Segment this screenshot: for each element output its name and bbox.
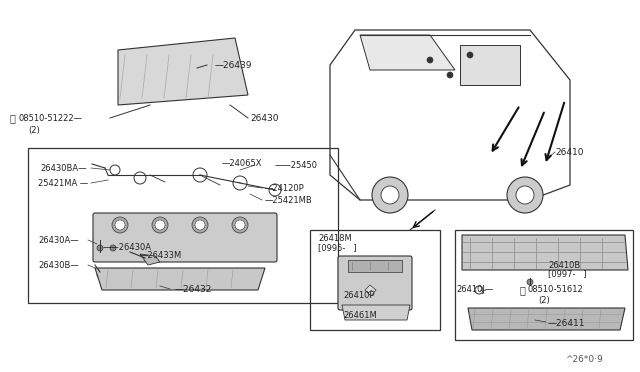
Polygon shape [360, 35, 455, 70]
Text: —26439: —26439 [215, 61, 253, 70]
Circle shape [110, 245, 116, 251]
Circle shape [97, 245, 103, 251]
Polygon shape [468, 308, 625, 330]
Circle shape [507, 177, 543, 213]
Text: ^26*0·9: ^26*0·9 [565, 356, 603, 365]
Polygon shape [462, 235, 628, 270]
Circle shape [235, 220, 245, 230]
Circle shape [232, 217, 248, 233]
Text: 08510-51222—: 08510-51222— [18, 113, 82, 122]
Text: 26430A—: 26430A— [38, 235, 79, 244]
Circle shape [97, 272, 103, 278]
Text: [0997-   ]: [0997- ] [548, 269, 587, 279]
Text: 26430BA—: 26430BA— [40, 164, 86, 173]
Polygon shape [95, 268, 265, 290]
Bar [460, 45, 520, 85]
Bar [455, 230, 633, 340]
Circle shape [115, 220, 125, 230]
Text: —26411: —26411 [548, 318, 586, 327]
Bar [348, 260, 402, 272]
Circle shape [112, 217, 128, 233]
Circle shape [152, 217, 168, 233]
Circle shape [467, 52, 473, 58]
Polygon shape [140, 254, 160, 265]
Circle shape [527, 279, 533, 285]
Circle shape [381, 186, 399, 204]
Text: 26461M: 26461M [343, 311, 377, 321]
Text: —26432: —26432 [175, 285, 212, 295]
Text: [0995-   ]: [0995- ] [318, 244, 356, 253]
Text: ——25450: ——25450 [275, 160, 318, 170]
Text: —26433M: —26433M [140, 251, 182, 260]
Circle shape [195, 220, 205, 230]
Text: 08510-51612: 08510-51612 [528, 285, 584, 295]
Bar [310, 230, 440, 330]
Circle shape [155, 220, 165, 230]
Bar [28, 148, 338, 303]
Text: 26410: 26410 [555, 148, 584, 157]
Polygon shape [118, 38, 248, 105]
Text: (2): (2) [538, 295, 550, 305]
Circle shape [516, 186, 534, 204]
Text: (2): (2) [28, 125, 40, 135]
Text: 26410B: 26410B [548, 260, 580, 269]
Polygon shape [365, 285, 376, 296]
Text: 26410J—: 26410J— [456, 285, 493, 295]
Circle shape [192, 217, 208, 233]
Circle shape [447, 72, 453, 78]
FancyBboxPatch shape [338, 256, 412, 310]
Text: —25421MB: —25421MB [265, 196, 313, 205]
Text: 26418M: 26418M [318, 234, 352, 243]
Text: —24065X: —24065X [222, 158, 262, 167]
Text: 26430: 26430 [250, 113, 278, 122]
Polygon shape [342, 305, 410, 320]
Text: 26410P: 26410P [343, 291, 374, 299]
Text: Ⓢ: Ⓢ [10, 113, 16, 123]
Text: ——26430A: ——26430A [103, 244, 152, 253]
Text: 26430B—: 26430B— [38, 260, 79, 269]
FancyBboxPatch shape [93, 213, 277, 262]
Text: 25421MA —: 25421MA — [38, 179, 88, 187]
Circle shape [427, 57, 433, 63]
Circle shape [372, 177, 408, 213]
Text: Ⓢ: Ⓢ [520, 285, 526, 295]
Text: —24120P: —24120P [265, 183, 305, 192]
